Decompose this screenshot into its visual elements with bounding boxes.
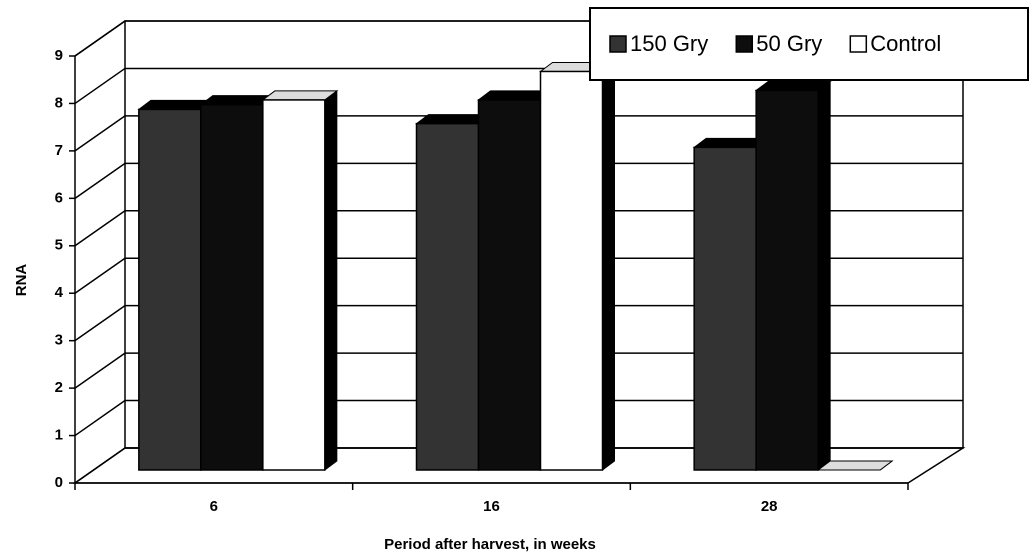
bar-top: [816, 460, 894, 471]
y-tick-label: 2: [55, 379, 63, 396]
grid-line: [74, 447, 963, 484]
legend-box: [589, 7, 1029, 81]
bar-front: [138, 108, 202, 471]
grid-line: [74, 304, 963, 342]
x-tick-label: 6: [210, 498, 218, 515]
y-tick-label: 4: [55, 284, 64, 301]
bar-front: [200, 103, 264, 471]
y-tick-label: 0: [55, 474, 63, 491]
y-tick-label: 6: [55, 189, 63, 206]
y-tick-label: 5: [55, 237, 63, 254]
y-axis-label: RNA: [13, 264, 30, 297]
x-axis-label: Period after harvest, in weeks: [384, 536, 596, 553]
bar-front: [477, 99, 542, 471]
y-tick-label: 3: [55, 332, 63, 349]
x-tick-label: 28: [761, 498, 778, 515]
bar: [539, 61, 616, 471]
grid-line: [74, 352, 963, 389]
legend-label: 150 Gry: [630, 31, 708, 56]
legend-swatch: [609, 35, 627, 53]
grid-line: [74, 115, 963, 152]
grid-line: [74, 399, 963, 437]
bar: [754, 80, 832, 471]
grid-line: [74, 257, 963, 294]
bar-side: [602, 61, 615, 471]
bar-side: [817, 80, 831, 471]
legend-swatch: [735, 35, 754, 53]
grid-line: [74, 210, 963, 247]
bar: [816, 460, 894, 471]
y-tick-label: 7: [55, 142, 63, 159]
y-tick-label: 1: [55, 427, 63, 444]
bar-front: [262, 99, 326, 471]
bar-front: [539, 70, 604, 471]
x-tick-label: 16: [483, 498, 500, 515]
grid-line: [74, 162, 963, 199]
bar-top: [261, 90, 339, 101]
bar: [261, 89, 339, 471]
legend-swatch: [849, 35, 868, 53]
bar-front: [693, 146, 757, 471]
bar-top: [754, 80, 832, 91]
bar-front: [415, 122, 480, 471]
bar-side: [324, 89, 338, 471]
legend-label: 50 Gry: [756, 31, 822, 56]
bar-front: [755, 89, 819, 471]
y-tick-label: 9: [55, 47, 63, 64]
legend-label: Control: [870, 31, 941, 56]
y-tick-label: 8: [55, 94, 63, 111]
